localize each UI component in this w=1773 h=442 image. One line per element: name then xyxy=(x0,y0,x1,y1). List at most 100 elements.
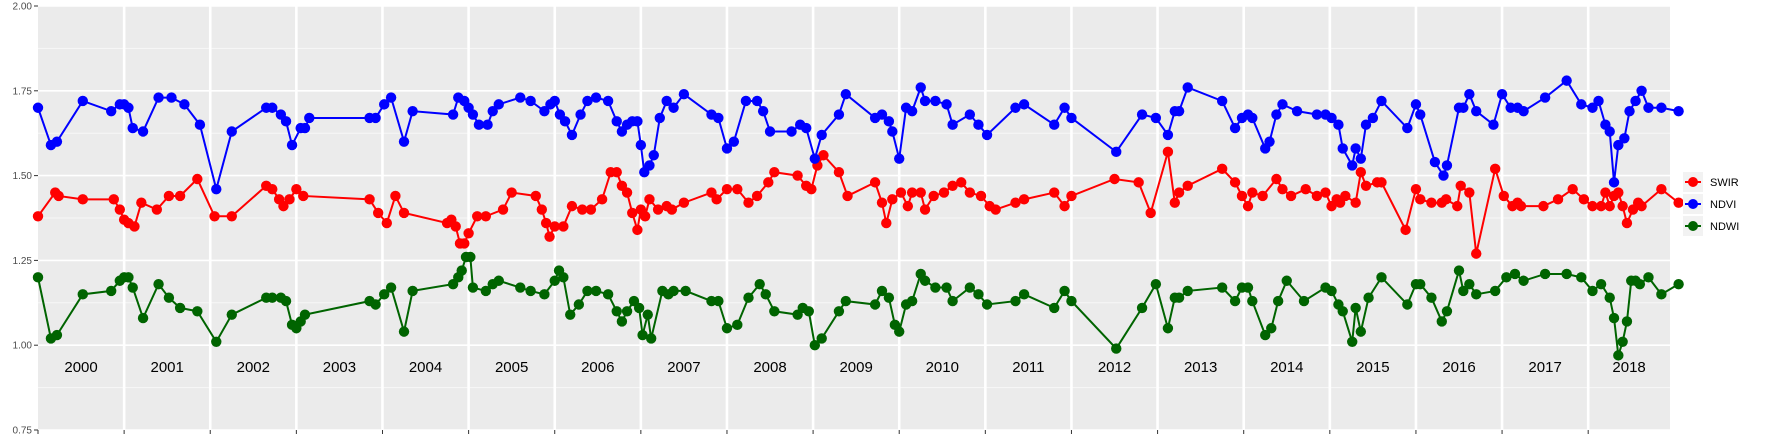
data-point-ndwi xyxy=(1489,285,1501,297)
data-point-swir xyxy=(1216,163,1228,175)
data-point-swir xyxy=(1600,187,1611,198)
data-point-swir xyxy=(1066,190,1077,202)
data-point-ndvi xyxy=(602,95,614,107)
data-point-swir xyxy=(1300,183,1311,195)
data-point-ndwi xyxy=(713,295,724,307)
data-point-ndvi xyxy=(1518,105,1529,117)
data-point-swir xyxy=(1621,217,1633,229)
data-point-swir xyxy=(1285,190,1297,202)
year-label: 2001 xyxy=(150,359,183,376)
y-tick-label: 1.00 xyxy=(13,341,33,352)
y-tick-label: 1.50 xyxy=(13,171,33,182)
data-point-swir xyxy=(818,150,829,161)
data-point-ndwi xyxy=(1216,282,1228,293)
data-point-swir xyxy=(1552,194,1564,205)
legend-label: SWIR xyxy=(1710,177,1739,189)
data-point-ndwi xyxy=(1426,292,1437,303)
data-point-ndvi xyxy=(267,102,278,113)
data-point-swir xyxy=(1617,200,1628,212)
legend-item-swir: SWIR xyxy=(1683,172,1739,192)
data-point-ndvi xyxy=(1018,99,1030,110)
data-point-ndwi xyxy=(1613,350,1624,361)
data-point-swir xyxy=(129,221,140,232)
data-point-ndwi xyxy=(769,306,780,317)
data-point-ndvi xyxy=(947,119,958,130)
data-point-ndvi xyxy=(1619,133,1630,144)
data-point-swir xyxy=(1636,200,1647,212)
data-point-ndvi xyxy=(286,139,298,151)
data-point-swir xyxy=(627,207,638,219)
data-point-ndwi xyxy=(1260,329,1271,341)
data-point-ndwi xyxy=(621,306,633,317)
data-point-ndvi xyxy=(840,88,852,100)
legend-key-marker xyxy=(1688,199,1698,209)
data-point-ndwi xyxy=(1595,278,1607,290)
data-point-ndvi xyxy=(1613,139,1624,151)
data-point-ndvi xyxy=(106,105,117,117)
data-point-swir xyxy=(390,190,401,202)
data-point-swir xyxy=(732,183,743,195)
data-point-ndvi xyxy=(539,105,550,117)
data-point-swir xyxy=(1538,200,1549,212)
data-point-ndwi xyxy=(1337,306,1348,317)
data-point-swir xyxy=(956,177,967,188)
data-point-ndvi xyxy=(981,129,993,141)
data-point-ndwi xyxy=(493,275,504,286)
legend-label: NDVI xyxy=(1710,199,1736,211)
data-point-ndwi xyxy=(385,282,397,293)
legend-key-marker xyxy=(1688,221,1698,231)
year-label: 2017 xyxy=(1528,359,1561,376)
data-point-ndwi xyxy=(525,285,536,297)
data-point-ndvi xyxy=(887,126,898,137)
year-label: 2011 xyxy=(1012,359,1044,376)
data-point-swir xyxy=(721,183,733,195)
data-point-swir xyxy=(652,204,664,215)
data-point-ndwi xyxy=(743,292,754,303)
data-point-swir xyxy=(947,180,958,191)
data-point-swir xyxy=(566,200,578,212)
data-point-swir xyxy=(915,187,926,198)
data-point-swir xyxy=(990,204,1001,215)
data-point-ndwi xyxy=(1363,292,1374,303)
data-point-ndwi xyxy=(930,282,941,293)
data-point-ndvi xyxy=(764,126,776,137)
data-point-ndvi xyxy=(1410,99,1422,110)
data-point-swir xyxy=(1018,194,1030,205)
data-point-swir xyxy=(1133,177,1144,188)
data-point-ndwi xyxy=(1326,285,1337,297)
data-point-ndwi xyxy=(1182,285,1193,297)
data-point-ndwi xyxy=(77,289,88,300)
data-point-ndvi xyxy=(385,92,397,103)
year-label: 2000 xyxy=(64,359,97,376)
data-point-ndwi xyxy=(981,299,993,310)
data-point-swir xyxy=(1376,177,1387,188)
data-point-ndvi xyxy=(1350,143,1361,154)
data-point-ndwi xyxy=(480,285,492,297)
data-point-ndvi xyxy=(1608,177,1620,188)
data-point-swir xyxy=(226,211,237,222)
data-point-ndvi xyxy=(816,129,827,141)
data-point-swir xyxy=(711,194,722,205)
data-point-ndvi xyxy=(1367,112,1379,124)
data-point-swir xyxy=(1567,183,1578,195)
data-point-ndvi xyxy=(1049,119,1060,130)
data-point-ndvi xyxy=(482,119,493,130)
data-point-swir xyxy=(1182,180,1193,191)
data-point-ndwi xyxy=(1298,295,1310,307)
data-point-ndwi xyxy=(1066,295,1077,307)
data-point-swir xyxy=(869,177,881,188)
data-point-ndwi xyxy=(465,251,476,263)
data-point-ndwi xyxy=(1441,306,1453,317)
data-point-swir xyxy=(506,187,517,198)
data-point-swir xyxy=(544,231,555,242)
y-tick-label: 1.75 xyxy=(13,86,33,97)
data-point-ndwi xyxy=(760,289,771,300)
data-point-ndwi xyxy=(1247,295,1258,307)
year-label: 2016 xyxy=(1442,359,1475,376)
data-point-swir xyxy=(1236,190,1248,202)
series-ndwi xyxy=(32,251,1684,361)
data-point-swir xyxy=(928,190,939,202)
data-point-ndvi xyxy=(575,109,586,120)
data-point-swir xyxy=(53,190,64,202)
data-point-ndvi xyxy=(525,95,536,107)
